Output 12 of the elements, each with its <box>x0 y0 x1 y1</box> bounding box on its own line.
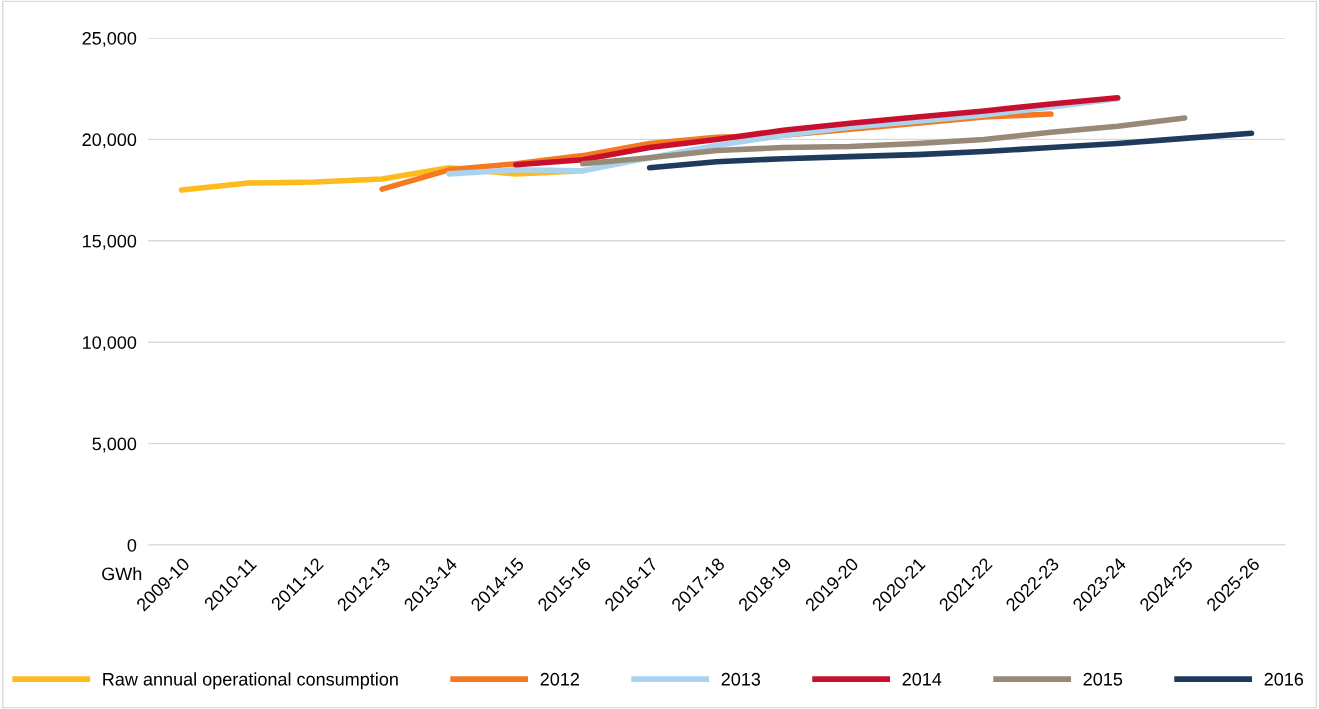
legend-label: 2016 <box>1264 672 1304 686</box>
y-tick-label: 0 <box>127 538 137 552</box>
y-tick-label: 5,000 <box>92 437 137 453</box>
y-tick-label: 25,000 <box>82 31 137 47</box>
legend-label: Raw annual operational consumption <box>103 672 398 690</box>
y-tick-label: 20,000 <box>82 133 137 149</box>
legend-label: 2013 <box>721 672 761 686</box>
legend-label: 2015 <box>1083 672 1123 686</box>
legend-label: 2012 <box>540 672 579 686</box>
legend-label: 2014 <box>902 672 942 686</box>
y-tick-label: 10,000 <box>83 336 137 352</box>
y-tick-label: 15,000 <box>83 234 137 250</box>
